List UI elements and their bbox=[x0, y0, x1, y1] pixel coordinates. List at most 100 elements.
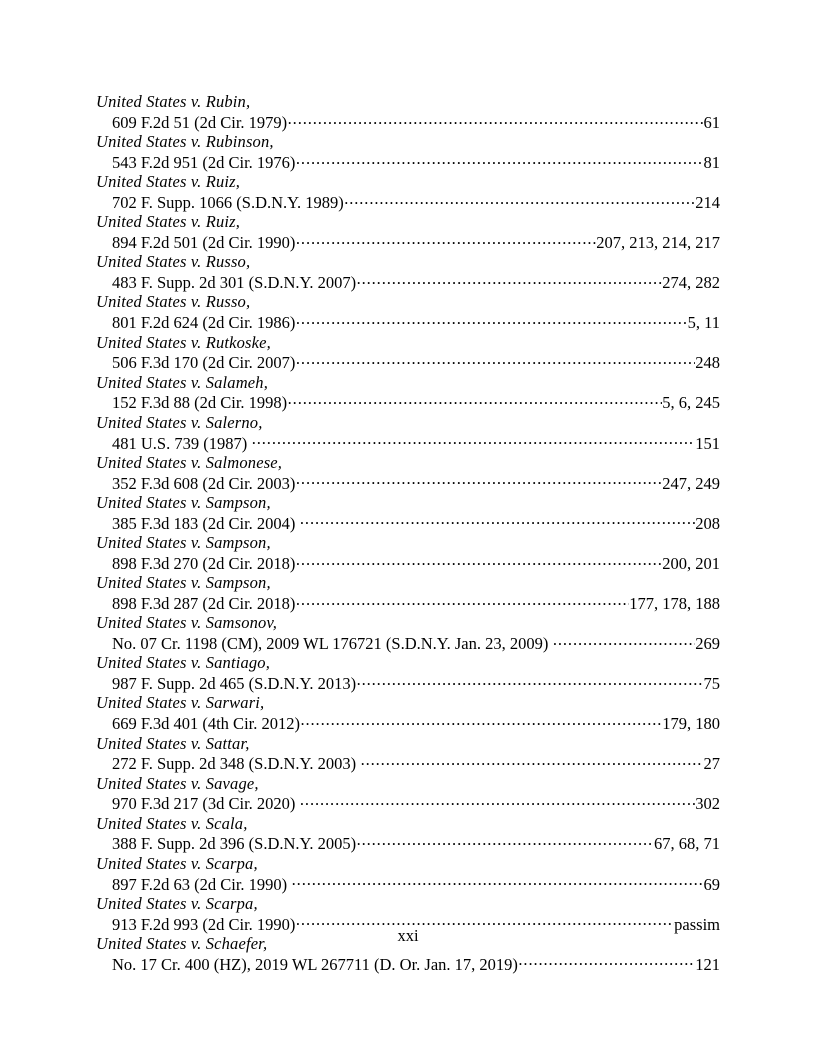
authority-entry: United States v. Sarwari, 669 F.3d 401 (4… bbox=[96, 693, 720, 733]
citation-line: 898 F.3d 287 (2d Cir. 2018) 177, 178, 188 bbox=[96, 592, 720, 613]
case-name: United States v. Savage, bbox=[96, 773, 259, 793]
case-name: United States v. Ruiz, bbox=[96, 212, 241, 232]
page-references: 214 bbox=[695, 192, 720, 212]
case-name: United States v. Schaefer, bbox=[96, 933, 268, 953]
dot-leader bbox=[357, 833, 654, 850]
citation-text: 481 U.S. 739 (1987) bbox=[112, 433, 248, 453]
citation-line: 483 F. Supp. 2d 301 (S.D.N.Y. 2007) 274, … bbox=[96, 272, 720, 293]
citation-text: 898 F.3d 287 (2d Cir. 2018) bbox=[112, 593, 296, 613]
citation-text: 702 F. Supp. 1066 (S.D.N.Y. 1989) bbox=[112, 192, 344, 212]
citation-text: No. 07 Cr. 1198 (CM), 2009 WL 176721 (S.… bbox=[112, 634, 549, 654]
citation-text: 152 F.3d 88 (2d Cir. 1998) bbox=[112, 393, 288, 413]
dot-leader bbox=[292, 873, 703, 890]
authority-entry: United States v. Sattar, 272 F. Supp. 2d … bbox=[96, 734, 720, 774]
citation-text: 506 F.3d 170 (2d Cir. 2007) bbox=[112, 353, 296, 373]
case-name: United States v. Sattar, bbox=[96, 733, 250, 753]
page-references: 75 bbox=[703, 674, 721, 694]
citation-text: 987 F. Supp. 2d 465 (S.D.N.Y. 2013) bbox=[112, 674, 357, 694]
dot-leader bbox=[357, 272, 662, 289]
case-name: United States v. Salameh, bbox=[96, 372, 268, 392]
authority-entry: United States v. Sampson, 898 F.3d 287 (2… bbox=[96, 573, 720, 613]
citation-text: 352 F.3d 608 (2d Cir. 2003) bbox=[112, 473, 296, 493]
page-references: 121 bbox=[695, 954, 720, 974]
citation-line: 894 F.2d 501 (2d Cir. 1990) 207, 213, 214… bbox=[96, 232, 720, 253]
authority-entry: United States v. Ruiz, 702 F. Supp. 1066 … bbox=[96, 172, 720, 212]
citation-line: 388 F. Supp. 2d 396 (S.D.N.Y. 2005) 67, 6… bbox=[96, 833, 720, 854]
authority-entry: United States v. Rubin, 609 F.2d 51 (2d C… bbox=[96, 92, 720, 132]
citation-line: 152 F.3d 88 (2d Cir. 1998) 5, 6, 245 bbox=[96, 392, 720, 413]
page-references: 302 bbox=[695, 794, 720, 814]
citation-text: 801 F.2d 624 (2d Cir. 1986) bbox=[112, 313, 296, 333]
dot-leader bbox=[296, 592, 629, 609]
authority-entry: United States v. Russo, 801 F.2d 624 (2d … bbox=[96, 292, 720, 332]
page-references: 27 bbox=[703, 754, 721, 774]
case-name: United States v. Rubinson, bbox=[96, 132, 274, 152]
table-of-authorities-list: United States v. Rubin, 609 F.2d 51 (2d C… bbox=[96, 92, 720, 974]
citation-line: 609 F.2d 51 (2d Cir. 1979) 61 bbox=[96, 111, 720, 132]
citation-text: 385 F.3d 183 (2d Cir. 2004) bbox=[112, 513, 296, 533]
citation-line: No. 17 Cr. 400 (HZ), 2019 WL 267711 (D. … bbox=[96, 953, 720, 974]
dot-leader bbox=[361, 753, 703, 770]
page-references: 274, 282 bbox=[662, 273, 720, 293]
citation-text: 388 F. Supp. 2d 396 (S.D.N.Y. 2005) bbox=[112, 834, 357, 854]
dot-leader bbox=[553, 633, 695, 650]
citation-line: 669 F.3d 401 (4th Cir. 2012) 179, 180 bbox=[96, 713, 720, 734]
case-name: United States v. Sampson, bbox=[96, 492, 271, 512]
page-references: passim bbox=[674, 914, 720, 934]
citation-text: 609 F.2d 51 (2d Cir. 1979) bbox=[112, 112, 288, 132]
page-references: 69 bbox=[703, 874, 721, 894]
case-name: United States v. Scarpa, bbox=[96, 893, 258, 913]
dot-leader bbox=[296, 913, 674, 930]
citation-text: 272 F. Supp. 2d 348 (S.D.N.Y. 2003) bbox=[112, 754, 357, 774]
authority-entry: United States v. Salameh, 152 F.3d 88 (2d… bbox=[96, 373, 720, 413]
authority-entry: United States v. Salerno, 481 U.S. 739 (1… bbox=[96, 413, 720, 453]
page-references: 177, 178, 188 bbox=[629, 593, 720, 613]
authority-entry: United States v. Scarpa, 897 F.2d 63 (2d … bbox=[96, 854, 720, 894]
authority-entry: United States v. Russo, 483 F. Supp. 2d 3… bbox=[96, 252, 720, 292]
citation-text: 669 F.3d 401 (4th Cir. 2012) bbox=[112, 714, 300, 734]
case-name: United States v. Santiago, bbox=[96, 653, 271, 673]
citation-line: 970 F.3d 217 (3d Cir. 2020) 302 bbox=[96, 793, 720, 814]
citation-text: 970 F.3d 217 (3d Cir. 2020) bbox=[112, 794, 296, 814]
case-name: United States v. Scala, bbox=[96, 813, 248, 833]
citation-line: 702 F. Supp. 1066 (S.D.N.Y. 1989) 214 bbox=[96, 191, 720, 212]
dot-leader bbox=[288, 392, 662, 409]
case-name: United States v. Samsonov, bbox=[96, 613, 278, 633]
citation-line: 506 F.3d 170 (2d Cir. 2007) 248 bbox=[96, 352, 720, 373]
case-name: United States v. Scarpa, bbox=[96, 853, 258, 873]
dot-leader bbox=[288, 111, 703, 128]
authority-entry: United States v. Scala, 388 F. Supp. 2d 3… bbox=[96, 814, 720, 854]
page-references: 269 bbox=[695, 634, 720, 654]
case-name: United States v. Sarwari, bbox=[96, 693, 265, 713]
citation-line: 897 F.2d 63 (2d Cir. 1990) 69 bbox=[96, 873, 720, 894]
page-references: 67, 68, 71 bbox=[654, 834, 720, 854]
case-name: United States v. Sampson, bbox=[96, 573, 271, 593]
citation-text: 897 F.2d 63 (2d Cir. 1990) bbox=[112, 874, 288, 894]
authority-entry: United States v. Salmonese, 352 F.3d 608 … bbox=[96, 453, 720, 493]
case-name: United States v. Russo, bbox=[96, 292, 251, 312]
authority-entry: United States v. Scarpa, 913 F.2d 993 (2d… bbox=[96, 894, 720, 934]
authority-entry: United States v. Ruiz, 894 F.2d 501 (2d C… bbox=[96, 212, 720, 252]
case-name: United States v. Rutkoske, bbox=[96, 332, 271, 352]
citation-line: 481 U.S. 739 (1987) 151 bbox=[96, 432, 720, 453]
page-references: 5, 6, 245 bbox=[662, 393, 720, 413]
citation-line: 543 F.2d 951 (2d Cir. 1976) 81 bbox=[96, 151, 720, 172]
page-folio: xxi bbox=[397, 926, 419, 945]
dot-leader bbox=[296, 232, 596, 249]
dot-leader bbox=[296, 312, 687, 329]
dot-leader bbox=[518, 953, 694, 970]
dot-leader bbox=[344, 191, 695, 208]
page-references: 81 bbox=[703, 152, 721, 172]
authority-entry: United States v. Rutkoske, 506 F.3d 170 (… bbox=[96, 333, 720, 373]
citation-text: No. 17 Cr. 400 (HZ), 2019 WL 267711 (D. … bbox=[112, 954, 518, 974]
page-references: 5, 11 bbox=[687, 313, 720, 333]
authority-entry: United States v. Sampson, 385 F.3d 183 (2… bbox=[96, 493, 720, 533]
authority-entry: United States v. Schaefer, No. 17 Cr. 400… bbox=[96, 934, 720, 974]
case-name: United States v. Rubin, bbox=[96, 92, 251, 111]
authority-entry: United States v. Santiago, 987 F. Supp. 2… bbox=[96, 653, 720, 693]
citation-line: No. 07 Cr. 1198 (CM), 2009 WL 176721 (S.… bbox=[96, 633, 720, 654]
citation-text: 483 F. Supp. 2d 301 (S.D.N.Y. 2007) bbox=[112, 273, 357, 293]
case-name: United States v. Ruiz, bbox=[96, 172, 241, 192]
citation-line: 801 F.2d 624 (2d Cir. 1986) 5, 11 bbox=[96, 312, 720, 333]
dot-leader bbox=[357, 673, 703, 690]
